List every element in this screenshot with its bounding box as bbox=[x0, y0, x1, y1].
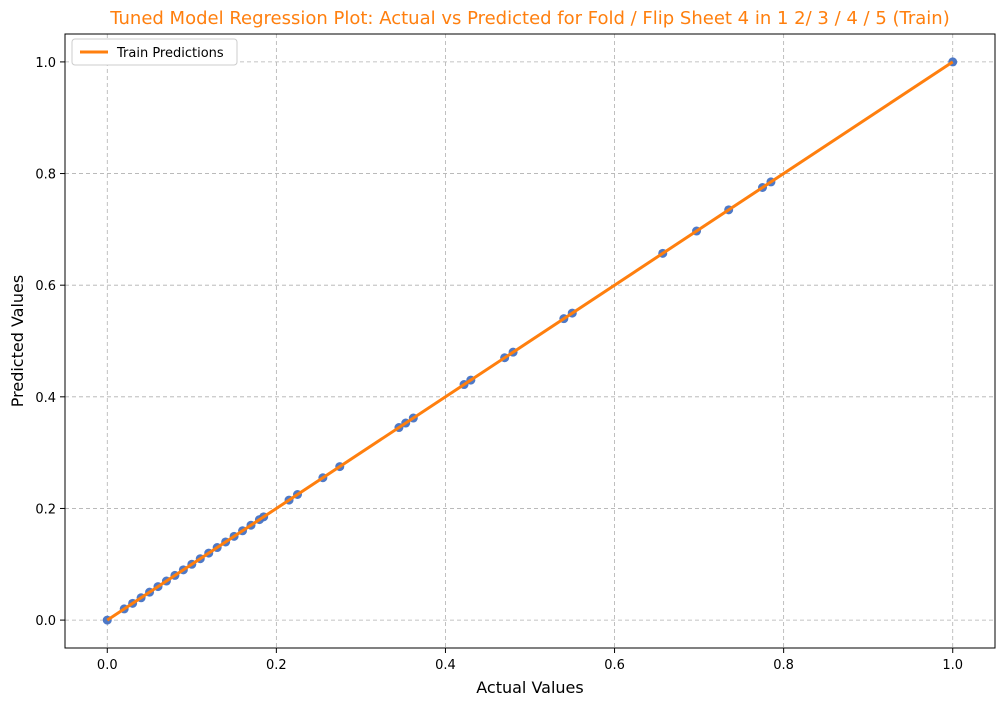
y-tick-label: 0.0 bbox=[35, 614, 56, 629]
x-axis-label: Actual Values bbox=[476, 678, 583, 697]
chart-title: Tuned Model Regression Plot: Actual vs P… bbox=[109, 8, 949, 29]
x-tick-label: 0.8 bbox=[773, 658, 794, 673]
x-tick-label: 0.0 bbox=[97, 658, 118, 673]
legend: Train Predictions bbox=[71, 38, 238, 66]
y-tick-label: 0.8 bbox=[35, 168, 56, 183]
train-predictions-line bbox=[106, 60, 954, 622]
x-axis-ticks: 0.0 0.2 0.4 0.6 0.8 1.0 bbox=[97, 648, 963, 673]
y-tick-label: 0.2 bbox=[35, 502, 56, 517]
x-tick-label: 1.0 bbox=[942, 658, 963, 673]
x-tick-label: 0.2 bbox=[266, 658, 287, 673]
legend-box bbox=[71, 38, 238, 66]
y-tick-label: 1.0 bbox=[35, 56, 56, 71]
y-tick-label: 0.6 bbox=[35, 279, 56, 294]
y-axis-label: Predicted Values bbox=[8, 275, 27, 407]
scatter-series bbox=[102, 57, 958, 625]
y-tick-label: 0.4 bbox=[35, 391, 56, 406]
y-axis-ticks: 0.0 0.2 0.4 0.6 0.8 1.0 bbox=[35, 56, 65, 629]
x-tick-label: 0.4 bbox=[435, 658, 456, 673]
x-tick-label: 0.6 bbox=[604, 658, 625, 673]
plot-frame bbox=[64, 33, 996, 649]
legend-label-train-predictions: Train Predictions bbox=[116, 46, 224, 61]
